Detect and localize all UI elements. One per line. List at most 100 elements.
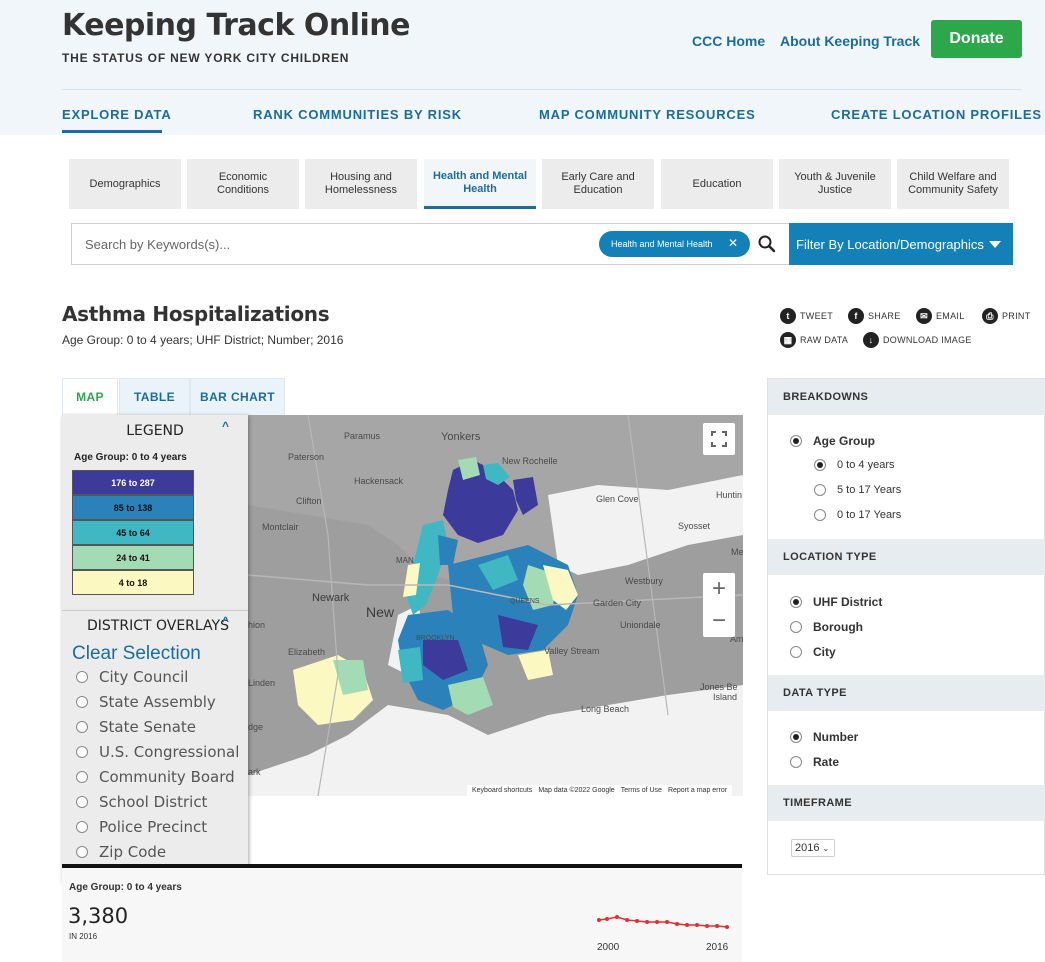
data-type-header: DATA TYPE <box>768 675 1045 711</box>
sparkline-point <box>665 920 669 924</box>
summary-card: Age Group: 0 to 4 years 3,380 IN 2016 20… <box>62 864 742 962</box>
category-tab-child-welfare[interactable]: Child Welfare and Community Safety <box>897 159 1009 209</box>
caret-down-icon <box>989 241 1001 248</box>
map-place-label: Jones Be <box>700 682 738 692</box>
email-button[interactable]: ✉ EMAIL <box>916 308 965 324</box>
tweet-button[interactable]: t TWEET <box>780 308 833 324</box>
zoom-in-button[interactable]: + <box>711 575 726 602</box>
collapse-legend-icon[interactable]: ^ <box>222 419 230 433</box>
terms-of-use-link[interactable]: Terms of Use <box>620 787 662 794</box>
print-button[interactable]: ⎙ PRINT <box>982 308 1031 324</box>
ccc-home-link[interactable]: CCC Home <box>692 33 766 49</box>
nav-create-location-profiles[interactable]: CREATE LOCATION PROFILES <box>831 107 1042 122</box>
sparkline-point <box>615 915 619 919</box>
nav-explore-data[interactable]: EXPLORE DATA <box>62 107 172 122</box>
category-tab-education[interactable]: Education <box>661 159 773 209</box>
age-option-0-4[interactable]: 0 to 4 years <box>814 459 894 471</box>
radio-icon <box>76 846 88 858</box>
data-type-option-number[interactable]: Number <box>790 730 858 744</box>
legend-panel: LEGEND ^ Age Group: 0 to 4 years 176 to … <box>62 415 248 883</box>
age-option-label: 5 to 17 Years <box>837 484 902 496</box>
map-place-label: BROOKLYN <box>416 635 455 642</box>
legend-bin: 24 to 41 <box>72 545 194 570</box>
location-option-borough[interactable]: Borough <box>790 620 863 634</box>
download-image-button[interactable]: ↓ DOWNLOAD IMAGE <box>863 332 972 348</box>
tab-table[interactable]: TABLE <box>119 378 190 415</box>
overlay-option[interactable]: School District <box>76 793 207 811</box>
overlay-option[interactable]: Police Precinct <box>76 818 207 836</box>
category-tab-health[interactable]: Health and Mental Health <box>424 159 536 209</box>
collapse-overlays-icon[interactable]: ^ <box>222 614 230 628</box>
legend-bin: 85 to 138 <box>72 495 194 520</box>
category-tab-demographics[interactable]: Demographics <box>69 159 181 209</box>
category-tab-youth-justice[interactable]: Youth & Juvenile Justice <box>779 159 891 209</box>
data-type-option-rate[interactable]: Rate <box>790 755 839 769</box>
chip-close-icon[interactable]: ✕ <box>727 236 738 250</box>
clear-selection-link[interactable]: Clear Selection <box>72 643 201 664</box>
category-tab-economic-conditions[interactable]: Economic Conditions <box>187 159 299 209</box>
about-keeping-track-link[interactable]: About Keeping Track <box>780 33 921 49</box>
raw-data-label: RAW DATA <box>800 335 849 345</box>
tweet-label: TWEET <box>800 311 833 321</box>
search-icon[interactable] <box>757 234 777 254</box>
site-title[interactable]: Keeping Track Online <box>62 8 410 43</box>
year-select[interactable]: 2016 ⌄ <box>791 839 835 857</box>
summary-group-label: Age Group: 0 to 4 years <box>69 882 182 893</box>
nav-map-community-resources[interactable]: MAP COMMUNITY RESOURCES <box>539 107 756 122</box>
overlay-option[interactable]: State Assembly <box>76 693 216 711</box>
legend-title: LEGEND <box>126 423 184 439</box>
year-select-value: 2016 <box>795 842 820 854</box>
overlay-option[interactable]: Zip Code <box>76 843 166 861</box>
overlay-option-label: School District <box>99 793 208 811</box>
report-map-error-link[interactable]: Report a map error <box>667 787 728 794</box>
fullscreen-button[interactable] <box>703 423 735 455</box>
share-button[interactable]: f SHARE <box>848 308 901 324</box>
sparkline-point <box>625 918 629 922</box>
age-option-0-17[interactable]: 0 to 17 Years <box>814 509 901 521</box>
tab-map[interactable]: MAP <box>62 378 118 415</box>
tab-bar-chart[interactable]: BAR CHART <box>190 378 285 415</box>
map-place-label: hion <box>248 620 266 630</box>
age-group-option[interactable]: Age Group <box>790 434 875 448</box>
nav-active-indicator <box>62 130 162 133</box>
radio-icon <box>76 671 88 683</box>
map-place-label: Glen Cove <box>596 494 639 504</box>
overlay-option[interactable]: Community Board <box>76 768 235 786</box>
sparkline-point <box>597 918 601 922</box>
map-place-label: New <box>366 604 395 620</box>
zoom-control: + − <box>703 573 735 637</box>
breakdowns-header: BREAKDOWNS <box>768 379 1045 415</box>
location-type-header: LOCATION TYPE <box>768 539 1045 575</box>
category-tab-housing[interactable]: Housing and Homelessness <box>305 159 417 209</box>
nav-rank-communities[interactable]: RANK COMMUNITIES BY RISK <box>253 107 462 122</box>
overlay-option[interactable]: City Council <box>76 668 188 686</box>
overlay-option-label: City Council <box>99 668 189 686</box>
overlay-option[interactable]: State Senate <box>76 718 196 736</box>
sparkline-point <box>635 919 639 923</box>
map-place-label: Yonkers <box>441 431 481 443</box>
sparkline-point <box>715 924 719 928</box>
filter-location-button[interactable]: Filter By Location/Demographics <box>789 223 1013 265</box>
map-place-label: Newark <box>312 592 350 604</box>
map-view[interactable]: Paramus Yonkers Paterson New Rochelle Ha… <box>248 415 743 796</box>
overlay-option[interactable]: U.S. Congressional <box>76 743 239 761</box>
sparkline-point <box>725 925 729 929</box>
search-input[interactable] <box>85 234 585 254</box>
legend-divider <box>62 610 248 611</box>
download-icon: ↓ <box>863 332 879 348</box>
district-overlays-title: DISTRICT OVERLAYS <box>87 618 229 634</box>
facebook-icon: f <box>848 308 864 324</box>
category-tab-early-care[interactable]: Early Care and Education <box>542 159 654 209</box>
radio-selected-icon <box>790 435 802 447</box>
age-option-5-17[interactable]: 5 to 17 Years <box>814 484 901 496</box>
overlay-option-label: Zip Code <box>99 843 167 861</box>
donate-button[interactable]: Donate <box>931 20 1022 58</box>
location-option-uhf[interactable]: UHF District <box>790 595 882 609</box>
location-option-city[interactable]: City <box>790 645 836 659</box>
raw-data-button[interactable]: ▦ RAW DATA <box>780 332 848 348</box>
breakdown-panel: BREAKDOWNS Age Group 0 to 4 years 5 to 1… <box>767 378 1045 875</box>
filter-chip[interactable]: Health and Mental Health ✕ <box>599 231 750 257</box>
overlay-option-label: State Assembly <box>99 693 216 711</box>
zoom-out-button[interactable]: − <box>711 607 726 634</box>
keyboard-shortcuts-link[interactable]: Keyboard shortcuts <box>472 787 533 794</box>
